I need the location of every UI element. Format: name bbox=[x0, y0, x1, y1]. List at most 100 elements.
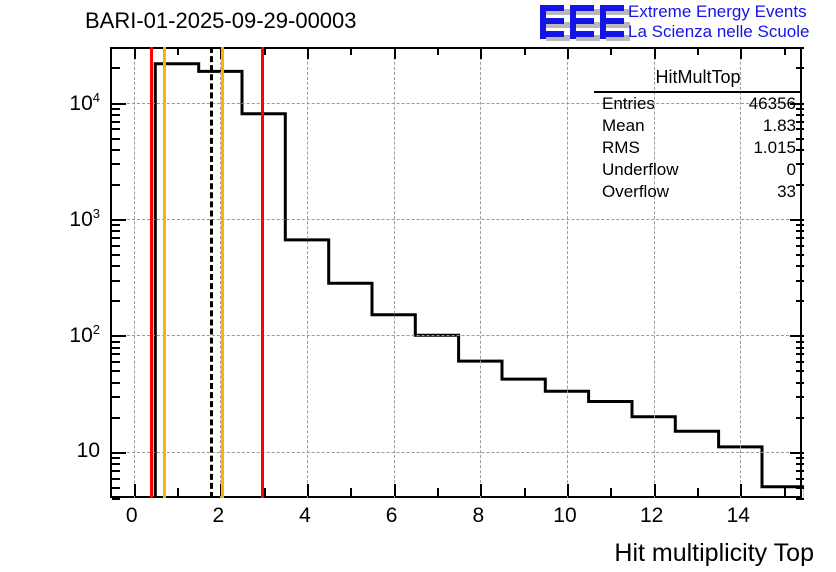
logo-e-3 bbox=[600, 5, 624, 39]
x-axis-tick bbox=[480, 484, 483, 496]
gridline-horizontal bbox=[112, 218, 804, 220]
stats-row-label: RMS bbox=[602, 138, 640, 157]
marker-line-cut-high-orange bbox=[221, 47, 225, 498]
x-axis-tick bbox=[350, 488, 353, 496]
y-axis-tick bbox=[112, 279, 120, 282]
y-axis-tick bbox=[112, 300, 120, 303]
gridline-horizontal bbox=[112, 335, 804, 337]
x-axis-tick bbox=[653, 484, 656, 496]
y-axis-tick bbox=[112, 113, 120, 116]
x-axis-tick bbox=[220, 484, 223, 496]
x-axis-tick-label: 0 bbox=[125, 504, 138, 527]
y-axis-tick bbox=[112, 218, 126, 221]
x-axis-tick bbox=[306, 484, 309, 496]
stats-row: Entries 46356 bbox=[594, 93, 802, 115]
marker-line-cut-high-red bbox=[260, 47, 264, 498]
x-axis-tick bbox=[436, 488, 439, 496]
y-axis-tick bbox=[112, 67, 120, 70]
x-axis-tick-label: 2 bbox=[212, 504, 225, 527]
stats-row-value: 1.83 bbox=[762, 116, 796, 135]
gridline-vertical bbox=[740, 47, 742, 498]
y-axis-tick bbox=[112, 335, 126, 338]
y-axis-tick-label: 102 bbox=[69, 322, 100, 348]
marker-line-cut-low-red bbox=[149, 47, 153, 498]
plot-axis-right bbox=[800, 47, 802, 498]
x-axis-tick-top bbox=[176, 47, 179, 55]
y-axis-tick bbox=[112, 120, 120, 123]
y-axis-tick-right bbox=[796, 498, 804, 500]
x-axis-tick bbox=[523, 488, 526, 496]
x-axis-tick-top bbox=[436, 47, 439, 55]
x-axis-tick bbox=[610, 488, 613, 496]
stats-row-label: Mean bbox=[602, 116, 645, 135]
y-axis-tick-label: 103 bbox=[69, 205, 100, 231]
stats-row-label: Entries bbox=[602, 94, 655, 113]
x-axis-tick bbox=[263, 488, 266, 496]
stats-row-value: 46356 bbox=[748, 94, 796, 113]
x-axis-tick-top bbox=[696, 47, 699, 55]
y-axis-tick bbox=[112, 396, 120, 399]
stats-row-value: 33 bbox=[777, 182, 796, 201]
stats-row-value: 0 bbox=[786, 160, 796, 179]
marker-line-mean-dashed bbox=[209, 47, 213, 498]
x-axis-tick-top bbox=[350, 47, 353, 55]
y-axis-tick bbox=[112, 224, 120, 227]
y-axis-tick bbox=[112, 353, 120, 356]
gridline-vertical bbox=[393, 47, 395, 498]
marker-line-cut-low-orange bbox=[162, 47, 166, 498]
x-axis-tick bbox=[696, 488, 699, 496]
gridline-vertical bbox=[480, 47, 482, 498]
plot-frame bbox=[110, 47, 804, 500]
x-axis-tick-top bbox=[393, 47, 396, 59]
gridline-vertical bbox=[306, 47, 308, 498]
x-axis-tick-label: 6 bbox=[385, 504, 398, 527]
y-axis-tick-label: 104 bbox=[69, 89, 100, 115]
x-axis-tick-label: 8 bbox=[472, 504, 485, 527]
y-axis-tick bbox=[112, 265, 120, 268]
x-axis-tick-label: 4 bbox=[299, 504, 311, 527]
gridline-vertical bbox=[220, 47, 222, 498]
gridline-vertical bbox=[133, 47, 135, 498]
x-axis-tick-top bbox=[653, 47, 656, 59]
x-axis-tick bbox=[740, 484, 743, 496]
x-axis-tick-label: 14 bbox=[726, 504, 750, 527]
stats-box-title: HitMultTop bbox=[594, 66, 802, 93]
stats-row: Overflow 33 bbox=[594, 181, 802, 203]
y-axis-tick bbox=[112, 451, 126, 454]
y-axis-tick bbox=[112, 102, 126, 105]
stats-row-label: Underflow bbox=[602, 160, 679, 179]
x-axis-tick-top bbox=[263, 47, 266, 55]
logo-e-3-shadow bbox=[602, 5, 630, 41]
y-axis-tick bbox=[112, 477, 120, 480]
x-axis-tick-top bbox=[523, 47, 526, 55]
gridline-vertical bbox=[566, 47, 568, 498]
x-axis-tick-top bbox=[566, 47, 569, 59]
y-axis-tick bbox=[112, 462, 120, 465]
x-axis-tick-top bbox=[610, 47, 613, 55]
y-axis-tick bbox=[112, 469, 120, 472]
x-axis-tick bbox=[133, 484, 136, 496]
y-axis-tick-right bbox=[790, 451, 804, 454]
gridline-horizontal bbox=[112, 451, 804, 453]
x-axis-tick-top bbox=[133, 47, 136, 59]
y-axis-tick bbox=[112, 346, 120, 349]
y-axis-tick bbox=[112, 148, 120, 151]
y-axis-tick-right bbox=[790, 218, 804, 221]
y-axis-tick bbox=[112, 163, 120, 166]
y-axis-tick bbox=[112, 253, 120, 256]
y-axis-tick bbox=[112, 381, 120, 384]
logo-e-2 bbox=[570, 5, 594, 39]
y-axis-tick bbox=[112, 370, 120, 373]
x-axis-tick-label: 12 bbox=[639, 504, 664, 527]
x-axis-tick-label: 10 bbox=[553, 504, 577, 527]
y-axis-tick bbox=[112, 236, 120, 239]
gridline-vertical bbox=[653, 47, 655, 498]
stats-box: HitMultTop Entries 46356 Mean 1.83 RMS 1.015 U… bbox=[594, 66, 802, 203]
plot-axis-top bbox=[110, 47, 802, 49]
logo-e-1 bbox=[540, 5, 564, 39]
y-axis-tick bbox=[112, 128, 120, 131]
y-axis-tick bbox=[112, 183, 120, 186]
x-axis-tick-top bbox=[306, 47, 309, 59]
stats-row: RMS 1.015 bbox=[594, 137, 802, 159]
logo-text-line2: La Scienza nelle Scuole bbox=[628, 22, 810, 41]
